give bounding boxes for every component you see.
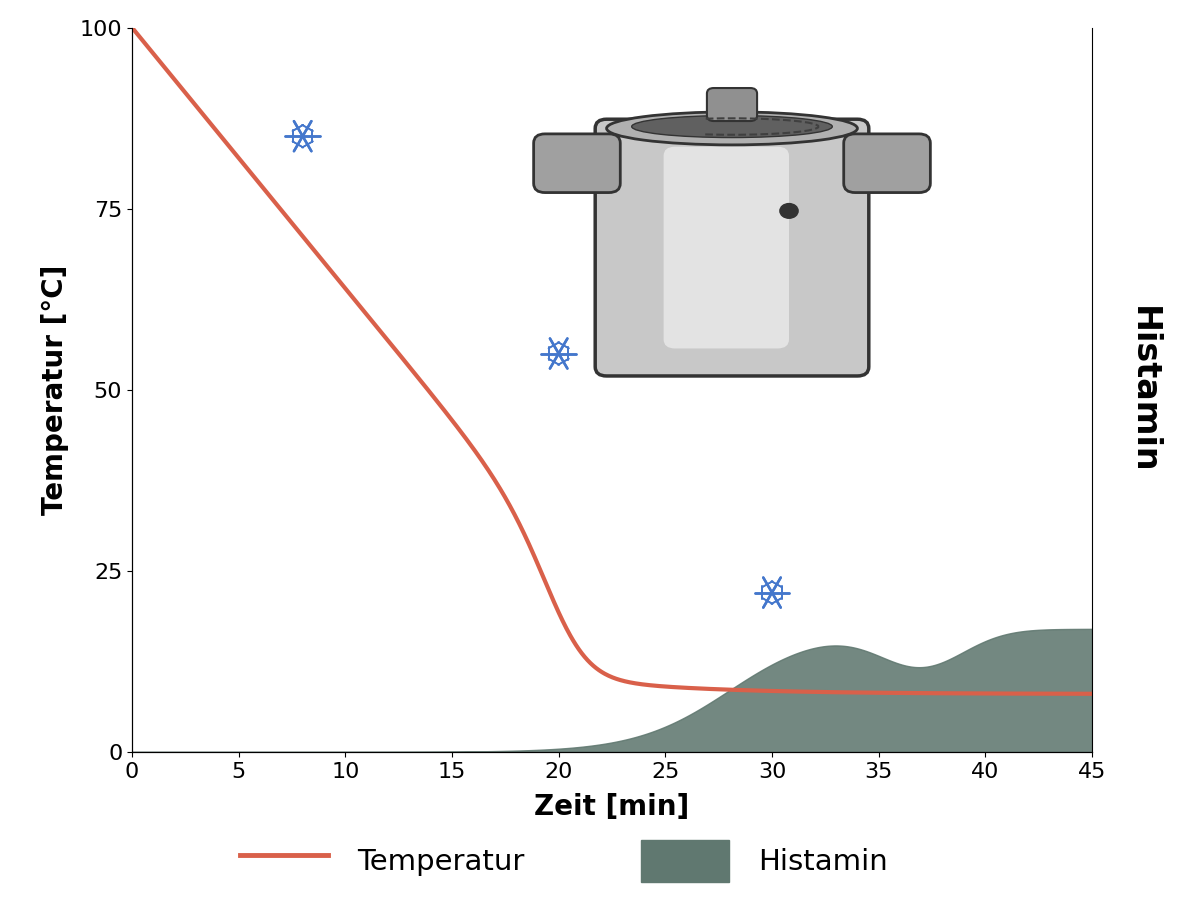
FancyBboxPatch shape <box>534 134 620 193</box>
Y-axis label: Histamin: Histamin <box>1127 306 1159 473</box>
Ellipse shape <box>631 116 833 138</box>
FancyBboxPatch shape <box>707 88 757 121</box>
X-axis label: Zeit [min]: Zeit [min] <box>534 793 690 821</box>
FancyBboxPatch shape <box>844 134 930 193</box>
Legend: Temperatur, Histamin: Temperatur, Histamin <box>229 829 899 893</box>
FancyBboxPatch shape <box>595 119 869 376</box>
Circle shape <box>780 204 798 218</box>
Y-axis label: Temperatur [°C]: Temperatur [°C] <box>41 264 68 515</box>
FancyBboxPatch shape <box>664 147 790 348</box>
Ellipse shape <box>607 112 857 145</box>
